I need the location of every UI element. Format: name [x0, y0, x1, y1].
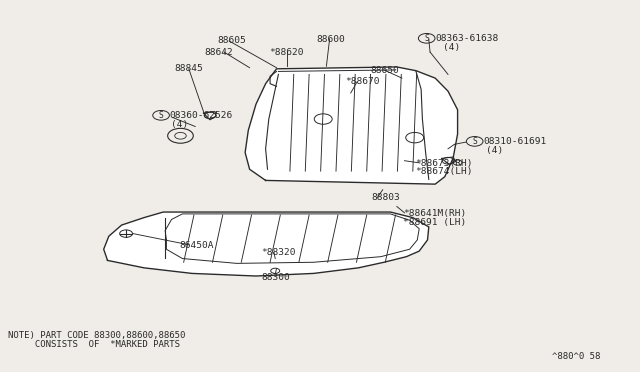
Text: 08363-61638: 08363-61638 — [435, 34, 499, 43]
Text: 88642: 88642 — [205, 48, 234, 57]
Text: CONSISTS  OF  *MARKED PARTS: CONSISTS OF *MARKED PARTS — [8, 340, 180, 349]
Text: 08360-62526: 08360-62526 — [170, 111, 233, 120]
Text: S: S — [424, 34, 429, 43]
Text: *88691 (LH): *88691 (LH) — [403, 218, 467, 227]
Text: ^880^0 58: ^880^0 58 — [552, 352, 600, 361]
Text: NOTE) PART CODE 88300,88600,88650: NOTE) PART CODE 88300,88600,88650 — [8, 331, 185, 340]
Text: *88620: *88620 — [269, 48, 303, 57]
Text: (4): (4) — [171, 120, 188, 129]
Text: *88670: *88670 — [346, 77, 380, 86]
Text: S: S — [159, 111, 164, 120]
Text: 88600: 88600 — [317, 35, 346, 44]
Text: 88803: 88803 — [371, 193, 400, 202]
Text: *88674(LH): *88674(LH) — [415, 167, 472, 176]
Text: 86450A: 86450A — [179, 241, 214, 250]
Text: S: S — [472, 137, 477, 146]
Polygon shape — [245, 67, 458, 184]
Text: 08310-61691: 08310-61691 — [483, 137, 547, 146]
Text: 88845: 88845 — [174, 64, 203, 73]
Text: 88605: 88605 — [218, 36, 246, 45]
Text: *88641M(RH): *88641M(RH) — [403, 209, 467, 218]
Polygon shape — [104, 212, 429, 276]
Text: *88673(RH): *88673(RH) — [415, 159, 472, 168]
Text: (4): (4) — [486, 146, 504, 155]
Text: 88650: 88650 — [370, 66, 399, 75]
Text: *88320: *88320 — [261, 248, 296, 257]
Text: (4): (4) — [443, 43, 460, 52]
Text: 88300: 88300 — [261, 273, 290, 282]
